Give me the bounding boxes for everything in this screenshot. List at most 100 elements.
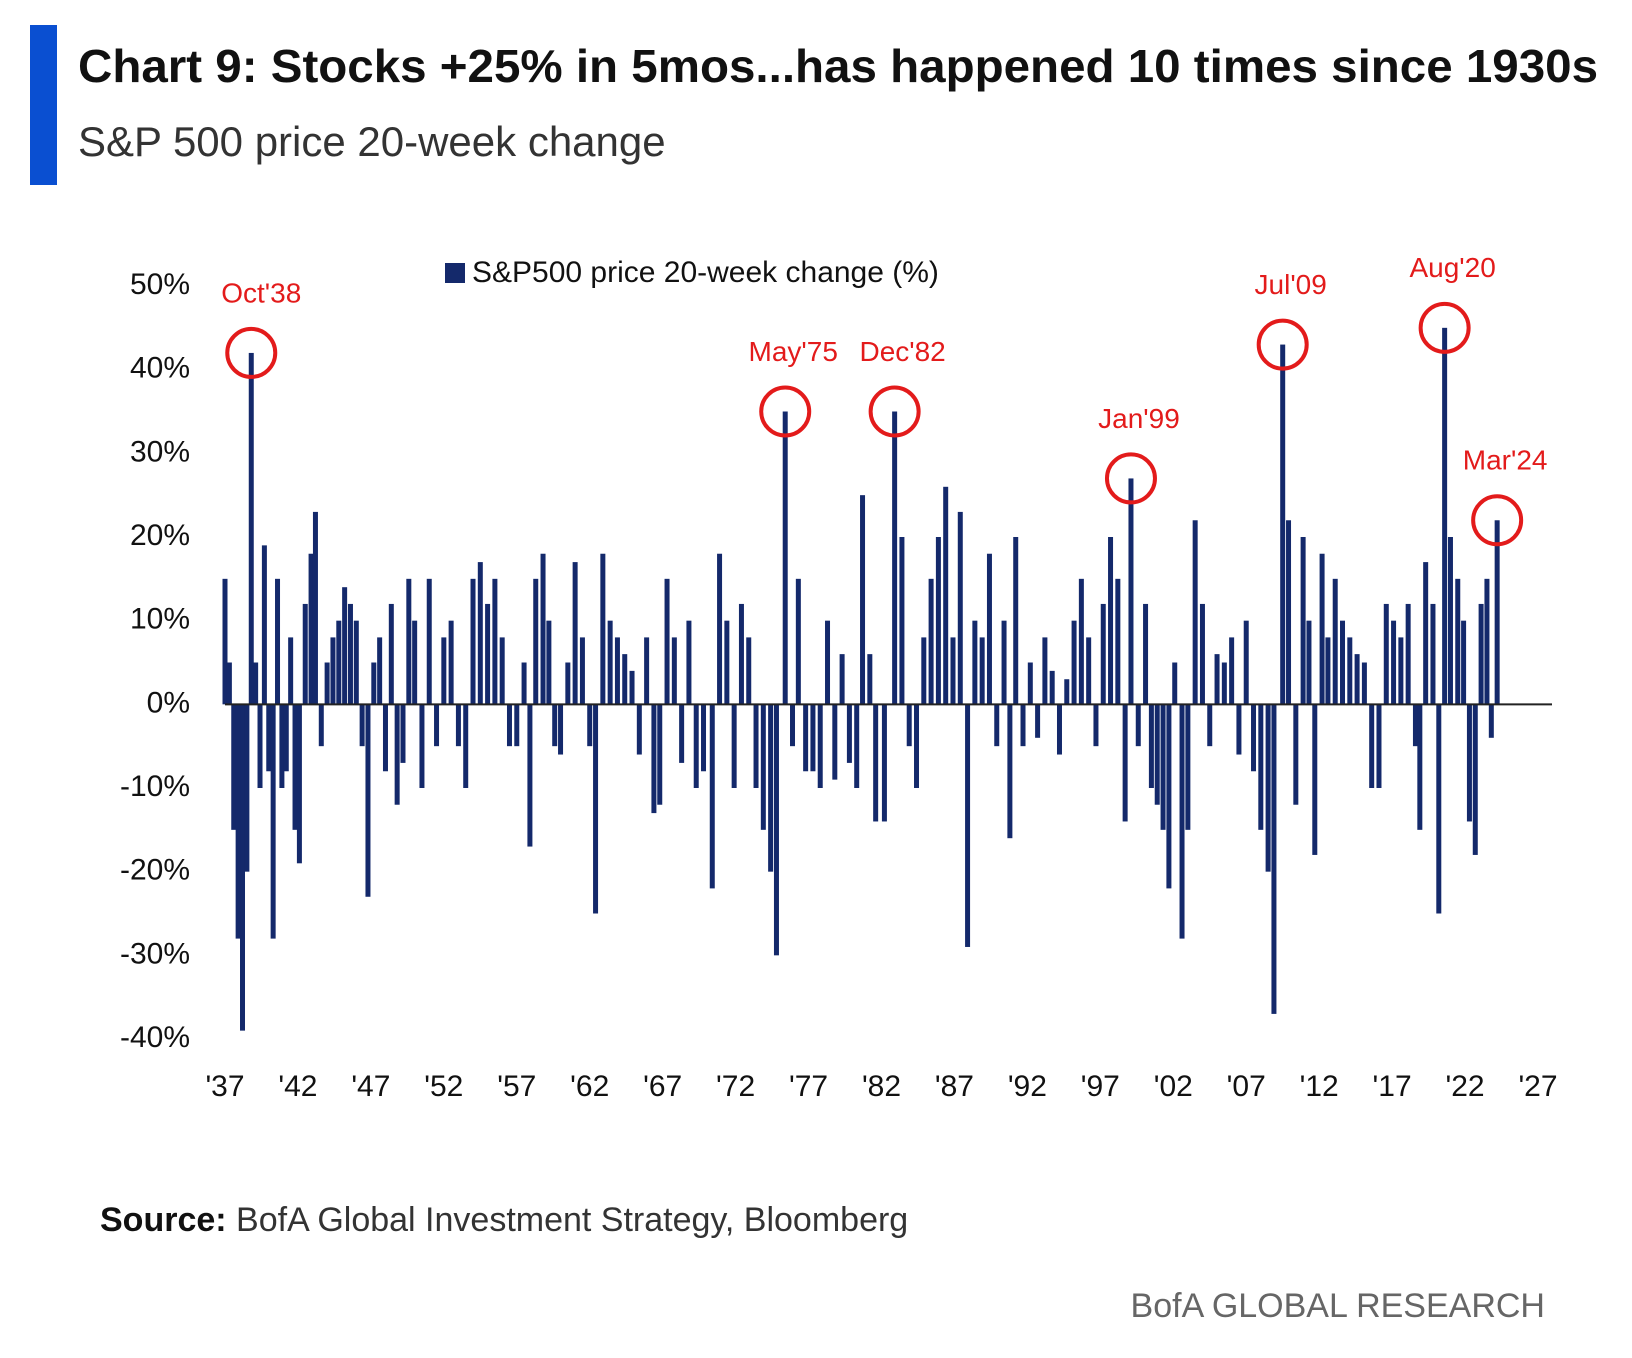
annotation-label: Dec'82 (859, 336, 945, 367)
bar (854, 704, 860, 788)
annotation-circle (868, 385, 921, 438)
annotation-circle (1104, 452, 1157, 505)
bar (846, 704, 852, 763)
x-tick-label: '77 (789, 1070, 828, 1103)
bar (222, 578, 228, 705)
bar (1115, 578, 1121, 705)
bar (629, 670, 635, 705)
bar (957, 511, 963, 705)
bar (1035, 704, 1041, 738)
y-tick-label: -10% (120, 770, 190, 803)
bar (477, 562, 483, 705)
y-tick-label: 50% (130, 268, 190, 301)
x-tick-label: '72 (716, 1070, 755, 1103)
bar (546, 620, 552, 705)
bar (1243, 620, 1249, 705)
bar (1436, 704, 1442, 914)
bar (1455, 578, 1461, 705)
y-tick-label: 10% (130, 603, 190, 636)
bar (292, 704, 298, 830)
bar (492, 578, 498, 705)
bar (867, 654, 873, 705)
bar (899, 537, 905, 705)
bar (342, 587, 348, 705)
bar (914, 704, 920, 788)
bar (506, 704, 512, 747)
chart-title: Chart 9: Stocks +25% in 5mos...has happe… (78, 40, 1598, 92)
bar (347, 603, 353, 705)
bar (1192, 520, 1198, 705)
bar (825, 620, 831, 705)
bar (257, 704, 263, 788)
chart-subtitle: S&P 500 price 20-week change (78, 118, 666, 165)
bar (448, 620, 454, 705)
bar (1229, 637, 1235, 705)
bar (1214, 654, 1220, 705)
x-tick-label: '67 (643, 1070, 682, 1103)
bar (240, 704, 246, 1031)
bar (434, 704, 440, 747)
bar (1293, 704, 1299, 805)
bar (244, 704, 250, 872)
bar (935, 537, 941, 705)
bar (795, 578, 801, 705)
bar (312, 511, 318, 705)
bar (1160, 704, 1166, 830)
source: Source: BofA Global Investment Strategy,… (100, 1201, 908, 1239)
source-label: Source: (100, 1201, 227, 1239)
annotation-label: Mar'24 (1463, 445, 1548, 476)
bar (1199, 603, 1205, 705)
bar (406, 578, 412, 705)
bar (231, 704, 237, 830)
bar (644, 637, 650, 705)
y-tick-label: 20% (130, 519, 190, 552)
bar (1398, 637, 1404, 705)
bar (1042, 637, 1048, 705)
x-tick-label: '12 (1300, 1070, 1339, 1103)
bar (248, 352, 254, 705)
bar (760, 704, 766, 830)
bar (950, 637, 956, 705)
bar (881, 704, 887, 822)
bar (1405, 603, 1411, 705)
bar (1383, 603, 1389, 705)
bar (359, 704, 365, 747)
bar (1417, 704, 1423, 830)
bar (1122, 704, 1128, 822)
bar (1027, 662, 1033, 705)
bar (382, 704, 388, 772)
x-tick-label: '02 (1154, 1070, 1193, 1103)
bar (279, 704, 285, 788)
bar (1442, 327, 1448, 705)
annotation-label: Oct'38 (221, 277, 301, 308)
bar (470, 578, 476, 705)
bar (579, 637, 585, 705)
x-tick-label: '42 (278, 1070, 317, 1103)
bar (485, 603, 491, 705)
y-tick-label: -30% (120, 937, 190, 970)
bar (994, 704, 1000, 747)
bar (717, 553, 723, 705)
bar (1494, 520, 1500, 705)
bar (1154, 704, 1160, 805)
bar (731, 704, 737, 788)
bar (1488, 704, 1494, 738)
bar (441, 637, 447, 705)
x-tick-label: '52 (424, 1070, 463, 1103)
bar (1319, 553, 1325, 705)
bar (318, 704, 324, 747)
bar (324, 662, 330, 705)
annotation-circle (1418, 301, 1471, 354)
bar (540, 553, 546, 705)
y-tick-label: 0% (147, 686, 190, 719)
legend-swatch (445, 263, 465, 283)
bar (1078, 578, 1084, 705)
bar (782, 411, 788, 705)
bar (1280, 344, 1286, 705)
bar (283, 704, 289, 772)
bar (558, 704, 564, 755)
bar (1412, 704, 1418, 747)
bar (1376, 704, 1382, 788)
bar (533, 578, 539, 705)
